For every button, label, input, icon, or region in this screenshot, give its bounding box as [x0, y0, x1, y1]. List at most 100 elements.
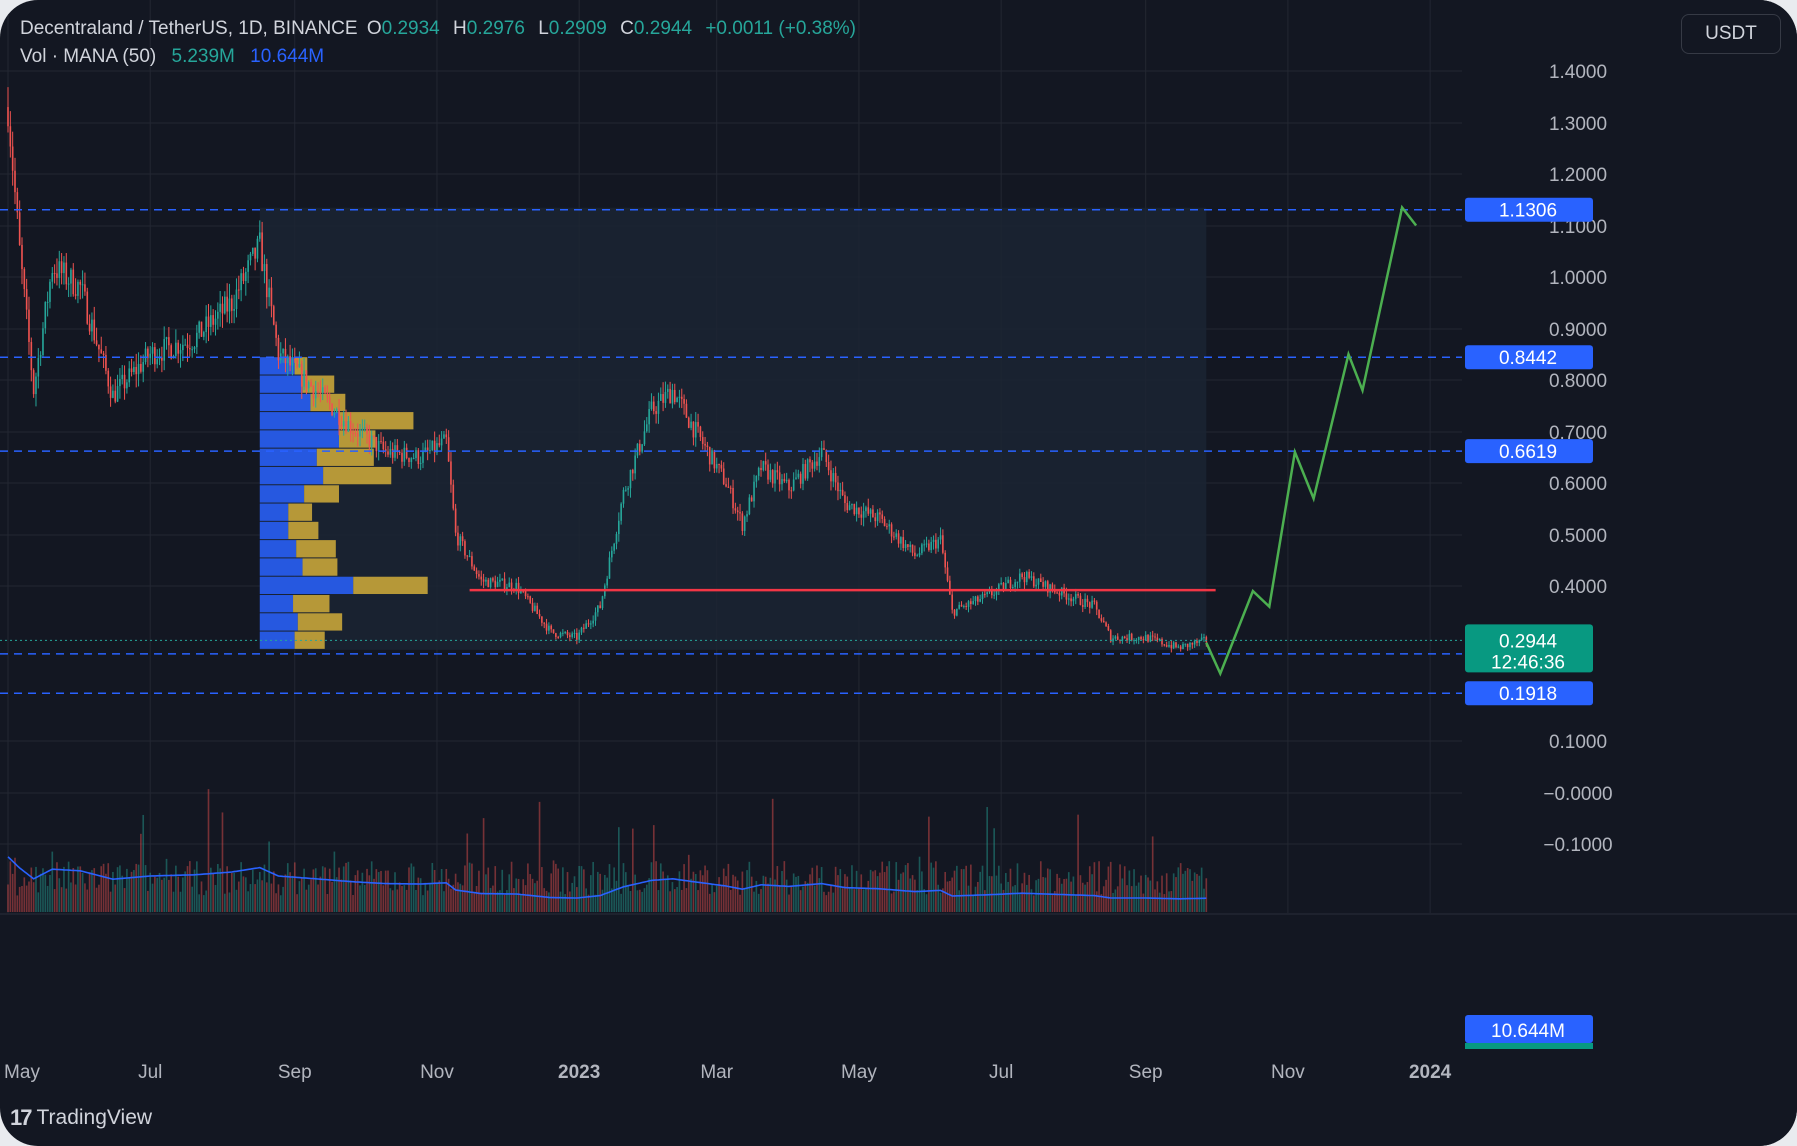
candle-body	[144, 348, 147, 363]
volume-bar	[79, 866, 82, 912]
volume-bar	[662, 871, 664, 912]
volume-bar	[1004, 873, 1007, 912]
volume-bar	[998, 865, 1000, 912]
volume-bar	[284, 874, 287, 912]
candle-body	[918, 553, 921, 556]
volume-bar	[1091, 874, 1093, 912]
volume-bar	[179, 891, 182, 912]
volume-bar	[1077, 814, 1079, 912]
volume-bar	[56, 862, 58, 912]
volume-bar	[506, 890, 508, 912]
candle-body	[564, 631, 567, 633]
candle-body	[107, 370, 110, 387]
volume-bar	[130, 871, 133, 912]
volume-bar	[930, 862, 933, 912]
candle-body	[1179, 646, 1182, 650]
candle-body	[44, 302, 47, 329]
volume-bar	[956, 865, 958, 912]
volume-bar	[450, 888, 452, 912]
candle-body	[965, 606, 967, 608]
currency-button[interactable]: USDT	[1681, 14, 1781, 54]
volume-bar	[659, 863, 662, 912]
candle-body	[914, 552, 916, 556]
volume-bar	[380, 870, 382, 912]
candle-body	[39, 355, 42, 359]
volume-bar	[196, 861, 198, 912]
volume-bar	[63, 866, 65, 912]
volume-bar	[1067, 872, 1070, 912]
volume-bar	[46, 885, 49, 912]
candle-body	[1072, 598, 1075, 602]
volume-bar	[93, 868, 96, 912]
candle-body	[1030, 576, 1033, 578]
candle-body	[251, 247, 254, 254]
volume-bar	[697, 890, 699, 912]
volume-bar	[984, 890, 986, 912]
volume-bar	[461, 885, 464, 912]
candle-body	[123, 374, 126, 389]
price-tick-label: 1.3000	[1549, 114, 1607, 135]
candle-body	[599, 605, 601, 609]
volume-bar	[233, 872, 235, 912]
candle-body	[81, 284, 84, 286]
candle-body	[792, 479, 795, 491]
candle-body	[293, 359, 296, 361]
candle-body	[1016, 581, 1019, 583]
volume-bar	[473, 892, 476, 912]
volume-bar	[235, 889, 238, 912]
candle-body	[741, 513, 744, 531]
candle-body	[671, 389, 674, 404]
volume-profile-up-bar	[259, 576, 354, 595]
last-price-label: 0.2944	[1499, 631, 1558, 652]
candle-body	[237, 289, 240, 291]
symbol-title[interactable]: Decentraland / TetherUS, 1D, BINANCE	[20, 18, 358, 39]
volume-bar	[1205, 878, 1208, 912]
candle-body	[212, 315, 214, 325]
volume-bar	[331, 881, 333, 912]
volume-bar	[198, 894, 200, 912]
candle-body	[317, 391, 319, 393]
candle-body	[298, 364, 301, 368]
volume-bar	[900, 873, 902, 912]
volume-bar	[226, 866, 228, 912]
volume-bar	[154, 876, 156, 912]
level-price-label: 1.1306	[1499, 201, 1557, 222]
candle-body	[221, 303, 224, 314]
tradingview-brand[interactable]: 17 TradingView	[10, 1100, 152, 1136]
volume-bar	[314, 868, 317, 912]
volume-bar	[909, 878, 912, 912]
candle-body	[804, 464, 807, 479]
volume-label[interactable]: Vol · MANA (50)	[20, 46, 157, 67]
time-tick-label: Nov	[1271, 1062, 1305, 1083]
volume-bar	[433, 869, 436, 912]
volume-bar	[844, 874, 846, 912]
volume-bar	[699, 870, 702, 912]
volume-profile-up-bar	[259, 631, 295, 649]
volume-bar	[326, 894, 329, 912]
candle-body	[611, 550, 613, 558]
level-price-label-bg	[1465, 439, 1593, 464]
candle-body	[452, 484, 455, 509]
candle-body	[359, 429, 361, 437]
volume-bar	[156, 877, 159, 912]
candle-body	[1046, 581, 1049, 593]
volume-bar	[51, 851, 54, 912]
volume-bar	[466, 833, 469, 912]
volume-profile-up-bar	[259, 540, 297, 558]
volume-bar	[100, 866, 103, 912]
candle-body	[98, 344, 100, 350]
candle-body	[813, 461, 816, 469]
volume-bar	[867, 880, 870, 912]
candle-body	[517, 582, 520, 593]
volume-profile-down-bar	[323, 466, 392, 485]
candle-body	[300, 364, 303, 387]
volume-bar	[538, 801, 541, 912]
price-tick-label: −0.1000	[1543, 835, 1612, 856]
candle-body	[32, 370, 35, 395]
volume-bar	[932, 867, 935, 912]
candle-body	[1200, 637, 1203, 640]
candle-body	[415, 450, 417, 459]
volume-bar	[792, 873, 795, 912]
